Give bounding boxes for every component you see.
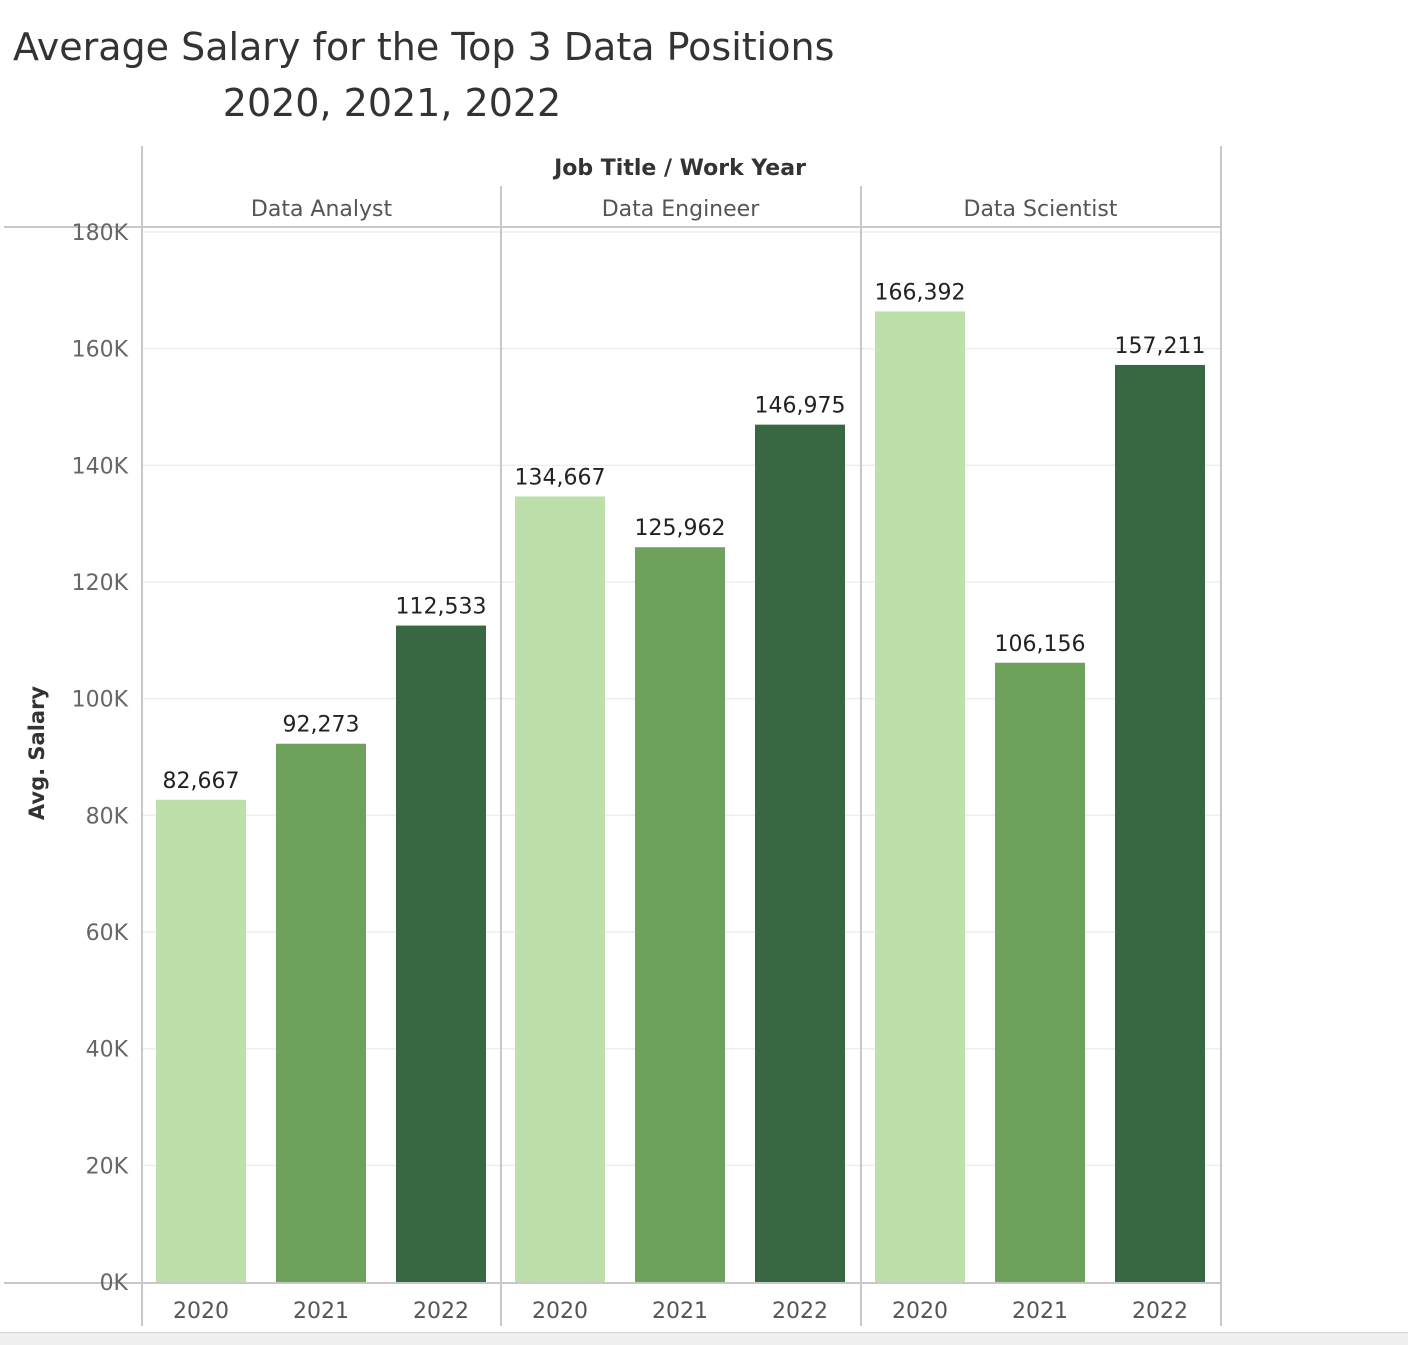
x-tick-data-analyst-2020: 2020 <box>173 1299 229 1324</box>
data-label-data-analyst-2020: 82,667 <box>163 769 240 794</box>
bar-data-analyst-2022 <box>396 625 486 1282</box>
x-tick-data-analyst-2022: 2022 <box>413 1299 469 1324</box>
x-tick-data-engineer-2022: 2022 <box>772 1299 828 1324</box>
x-tick-data-scientist-2020: 2020 <box>892 1299 948 1324</box>
bar-data-analyst-2021 <box>276 743 366 1282</box>
bars <box>156 311 1205 1283</box>
bar-data-analyst-2020 <box>156 799 246 1282</box>
column-header-data-analyst: Data Analyst <box>251 197 393 222</box>
bar-data-engineer-2020 <box>515 496 605 1282</box>
y-tick-180K: 180K <box>72 221 129 246</box>
column-header-data-engineer: Data Engineer <box>602 197 760 222</box>
y-tick-20K: 20K <box>86 1154 129 1179</box>
data-label-data-scientist-2020: 166,392 <box>875 280 966 305</box>
y-axis-ticks: 0K 20K 40K 60K 80K 100K 120K 140K 160K 180K <box>72 221 129 1296</box>
y-tick-160K: 160K <box>72 338 129 363</box>
bar-data-engineer-2022 <box>755 424 845 1282</box>
x-tick-data-engineer-2020: 2020 <box>532 1299 588 1324</box>
y-tick-40K: 40K <box>86 1038 129 1063</box>
data-label-data-analyst-2022: 112,533 <box>396 595 487 620</box>
data-label-data-engineer-2020: 134,667 <box>515 465 606 490</box>
chart-title-line-1: Average Salary for the Top 3 Data Positi… <box>13 25 834 69</box>
bar-data-engineer-2021 <box>635 547 725 1282</box>
data-labels: 82,667 92,273 112,533 134,667 125,962 146,975… <box>163 280 1206 793</box>
y-tick-60K: 60K <box>86 921 129 946</box>
x-axis-ticks: 2020 2021 2022 2020 2021 2022 2020 2021 2022 <box>173 1299 1188 1324</box>
data-label-data-scientist-2022: 157,211 <box>1115 334 1206 359</box>
y-tick-80K: 80K <box>86 804 129 829</box>
bar-data-scientist-2022 <box>1115 364 1205 1283</box>
y-axis-label: Avg. Salary <box>25 686 49 821</box>
y-tick-140K: 140K <box>72 454 129 479</box>
y-tick-100K: 100K <box>72 688 129 713</box>
data-label-data-engineer-2022: 146,975 <box>755 394 846 419</box>
data-label-data-scientist-2021: 106,156 <box>995 632 1086 657</box>
data-label-data-engineer-2021: 125,962 <box>635 516 726 541</box>
y-tick-120K: 120K <box>72 571 129 596</box>
x-tick-data-scientist-2022: 2022 <box>1132 1299 1188 1324</box>
x-tick-data-analyst-2021: 2021 <box>293 1299 349 1324</box>
column-headers: Data Analyst Data Engineer Data Scientist <box>251 197 1118 222</box>
data-label-data-analyst-2021: 92,273 <box>283 713 360 738</box>
column-header-data-scientist: Data Scientist <box>964 197 1118 222</box>
chart-frame <box>4 146 1222 1326</box>
bottom-scroll-strip <box>0 1332 1408 1345</box>
bar-data-scientist-2020 <box>875 311 965 1282</box>
header-job-title-work-year: Job Title / Work Year <box>552 156 806 181</box>
y-tick-0K: 0K <box>100 1271 129 1296</box>
x-tick-data-scientist-2021: 2021 <box>1012 1299 1068 1324</box>
bar-data-scientist-2021 <box>995 662 1085 1282</box>
chart-title-line-2: 2020, 2021, 2022 <box>223 81 561 125</box>
x-tick-data-engineer-2021: 2021 <box>652 1299 708 1324</box>
